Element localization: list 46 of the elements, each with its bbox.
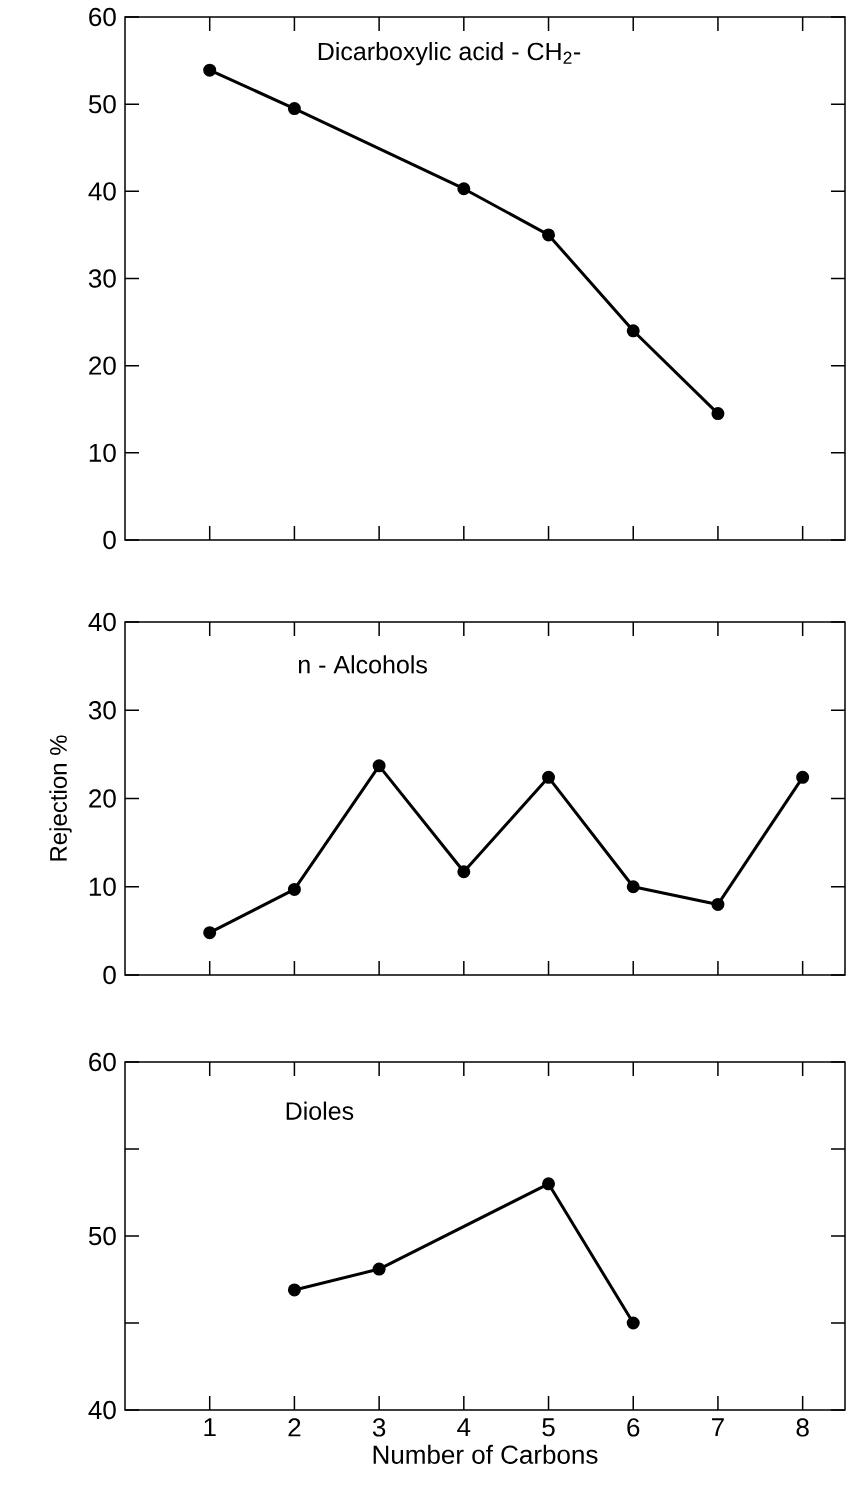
point [203, 926, 217, 940]
x-tick-label: 5 [542, 1418, 555, 1437]
text: n - Alcohols [298, 655, 427, 674]
point [626, 324, 640, 338]
y-tick-label: 40 [88, 612, 116, 632]
y-tick-label: 60 [89, 7, 116, 27]
point [711, 897, 725, 911]
y-axis-title: Rejection % [49, 735, 72, 861]
y-tick-label: 20 [89, 789, 116, 808]
x-tick-label: 6 [627, 1418, 640, 1437]
x-tick-label: 4 [457, 1418, 471, 1437]
x-tick-label: 2 [288, 1418, 301, 1437]
y-tick-label: 30 [88, 701, 116, 720]
y-tick-label: 40 [88, 1400, 116, 1420]
point [372, 759, 386, 773]
y-tick-label: 0 [103, 965, 116, 985]
x-tick-label: 8 [796, 1418, 809, 1437]
point [372, 1262, 386, 1276]
point [287, 1283, 301, 1297]
point [542, 228, 556, 242]
point [457, 182, 471, 196]
text: Dicarboxylic acid - CH$_{2}$- [318, 41, 581, 66]
point [457, 865, 471, 879]
point [542, 770, 556, 784]
y-tick-label: 50 [88, 94, 116, 114]
point [287, 102, 301, 116]
point [287, 882, 301, 896]
x-tick-label: 3 [372, 1418, 386, 1437]
point [626, 1316, 640, 1330]
x-tick-label: 1 [204, 1418, 216, 1437]
point [542, 1177, 556, 1191]
point [711, 407, 725, 421]
y-tick-label: 50 [88, 1226, 116, 1246]
y-tick-label: 0 [103, 530, 116, 550]
y-tick-label: 40 [88, 182, 116, 201]
x-axis-title: Number of Carbons [373, 1444, 598, 1464]
y-tick-label: 10 [89, 877, 116, 896]
point [626, 880, 640, 894]
point [796, 770, 810, 784]
y-tick-label: 10 [89, 443, 116, 463]
y-tick-label: 20 [89, 356, 116, 375]
y-tick-label: 60 [89, 1052, 116, 1072]
x-tick-label: 7 [712, 1418, 724, 1437]
text: Dioles [286, 1101, 354, 1120]
point [203, 63, 217, 77]
y-tick-label: 30 [88, 269, 116, 288]
